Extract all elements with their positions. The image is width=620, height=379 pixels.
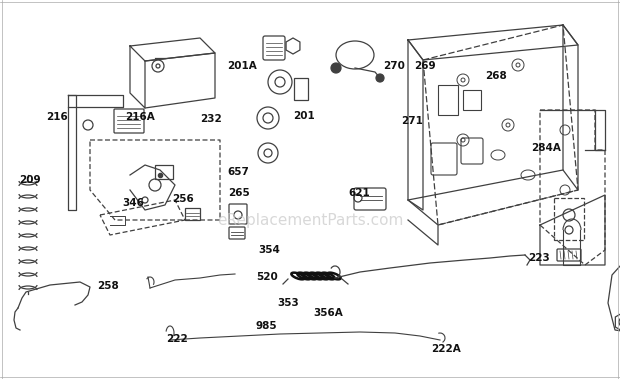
- Text: 657: 657: [228, 168, 250, 177]
- Text: 216A: 216A: [125, 113, 154, 122]
- Text: 268: 268: [485, 71, 507, 81]
- Text: 256: 256: [172, 194, 194, 204]
- Text: 209: 209: [19, 175, 40, 185]
- Text: 201A: 201A: [227, 61, 257, 71]
- Text: 223: 223: [528, 253, 551, 263]
- Text: 354: 354: [259, 245, 281, 255]
- Text: 265: 265: [228, 188, 250, 198]
- Text: 985: 985: [256, 321, 277, 331]
- Text: 269: 269: [414, 61, 435, 71]
- Text: 222A: 222A: [432, 344, 461, 354]
- Text: 284A: 284A: [531, 143, 560, 153]
- Text: 356A: 356A: [314, 308, 343, 318]
- Text: 520: 520: [255, 272, 278, 282]
- Circle shape: [331, 63, 341, 73]
- Text: 271: 271: [401, 116, 423, 126]
- Text: 270: 270: [383, 61, 405, 71]
- Text: eReplacementParts.com: eReplacementParts.com: [217, 213, 403, 227]
- Circle shape: [376, 74, 384, 82]
- Text: 353: 353: [277, 298, 299, 308]
- Text: 232: 232: [200, 114, 222, 124]
- Text: 216: 216: [46, 112, 68, 122]
- Text: 258: 258: [97, 281, 120, 291]
- Text: 222: 222: [166, 334, 188, 344]
- Text: 346: 346: [122, 198, 144, 208]
- Text: 201: 201: [293, 111, 315, 121]
- Text: 621: 621: [348, 188, 371, 198]
